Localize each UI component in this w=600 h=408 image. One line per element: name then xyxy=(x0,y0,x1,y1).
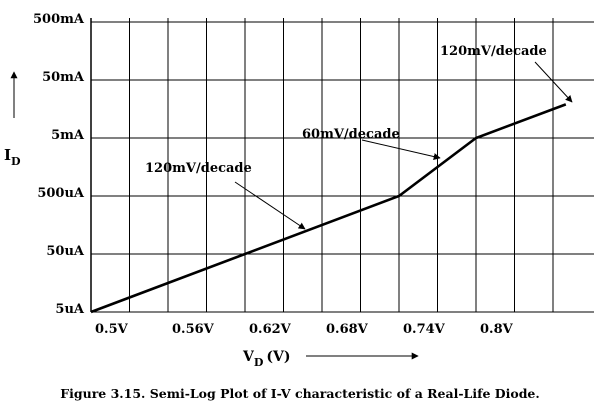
y-tick-label: 5mA xyxy=(51,128,85,143)
x-tick-label: 0.8V xyxy=(480,322,514,337)
y-tick-label: 500uA xyxy=(37,186,85,201)
y-tick-label: 500mA xyxy=(33,12,85,27)
y-axis-label-main: I xyxy=(4,146,11,164)
x-tick-label: 0.5V xyxy=(95,322,129,337)
y-axis-label: ID xyxy=(4,146,21,168)
y-tick-label: 50mA xyxy=(42,70,85,85)
grid xyxy=(90,18,594,313)
annotation-middle: 60mV/decade xyxy=(302,127,400,142)
y-tick-labels: 5uA 50uA 500uA 5mA 50mA 500mA xyxy=(33,12,85,317)
annotation-arrow-middle xyxy=(361,139,441,160)
x-tick-labels: 0.5V 0.56V 0.62V 0.68V 0.74V 0.8V xyxy=(95,322,514,337)
y-tick-label: 5uA xyxy=(55,302,84,317)
x-axis-label-main: V xyxy=(242,349,255,365)
x-tick-label: 0.56V xyxy=(172,322,215,337)
y-tick-label: 50uA xyxy=(46,244,85,259)
annotation-upper: 120mV/decade xyxy=(440,44,547,59)
x-tick-label: 0.62V xyxy=(249,322,292,337)
x-tick-label: 0.68V xyxy=(326,322,369,337)
annotation-arrow-lower xyxy=(234,181,306,230)
x-axis-label-sub: D xyxy=(254,356,264,369)
x-axis-label: VD (V) xyxy=(242,349,291,369)
annotation-arrow-upper xyxy=(534,61,573,103)
y-axis-label-sub: D xyxy=(11,155,21,168)
x-tick-label: 0.74V xyxy=(403,322,446,337)
x-axis-label-unit: (V) xyxy=(266,349,290,365)
iv-curve xyxy=(90,103,567,314)
series xyxy=(90,103,567,314)
annotation-lower: 120mV/decade xyxy=(145,161,252,176)
figure-caption: Figure 3.15. Semi-Log Plot of I-V charac… xyxy=(60,386,539,401)
